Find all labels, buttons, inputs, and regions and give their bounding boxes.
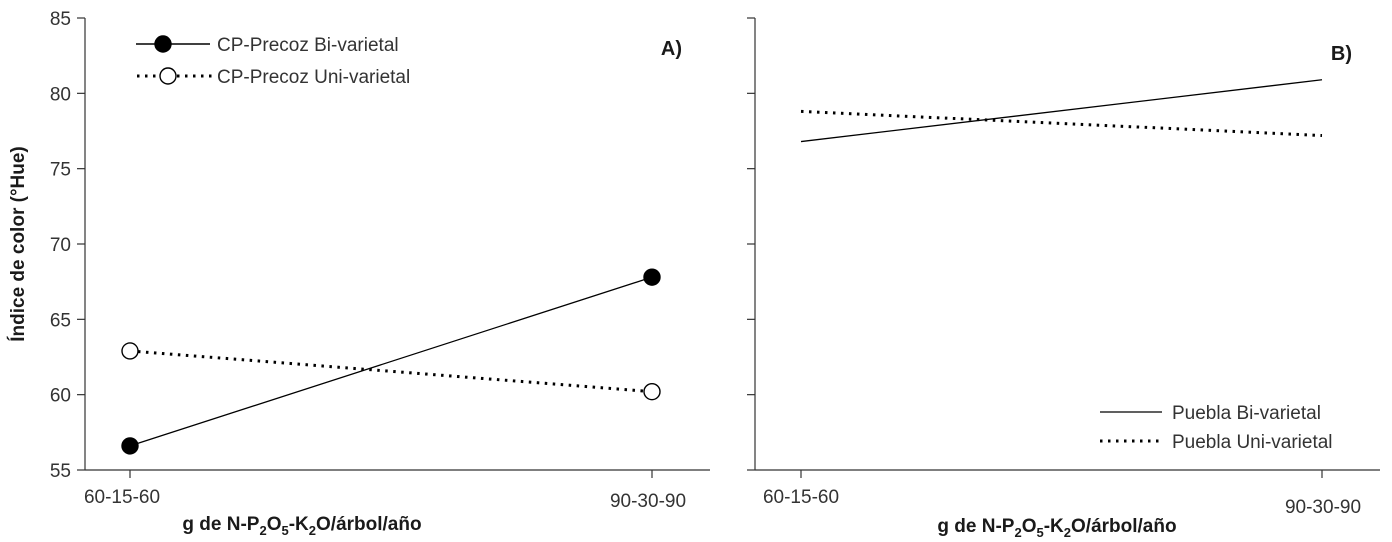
panel-a-y-axis-title: Índice de color (°Hue) <box>7 146 29 342</box>
b-x-tick-label-0: 60-15-60 <box>763 487 839 508</box>
xlabel-a-prefix: g de N-P <box>182 514 259 535</box>
panel-a-label: A) <box>661 38 682 60</box>
panel-a-x-ticks: 60-15-60 90-30-90 <box>84 470 686 512</box>
b-x-tick-label-1: 90-30-90 <box>1285 497 1361 518</box>
a-x-tick-label-0: 60-15-60 <box>84 487 160 508</box>
a-series-1-point-1 <box>643 382 661 401</box>
xlabel-b-sub2: 5 <box>1036 525 1043 540</box>
panel-a: 55 60 65 70 75 80 85 60-15-60 90-30-90 A) Índic… <box>7 9 710 538</box>
a-series-0-point-1 <box>643 268 661 286</box>
panel-b-x-axis-title: g de N-P2O5-K2O/árbol/año <box>937 516 1176 540</box>
panel-b-series <box>800 79 1323 143</box>
xlabel-b-mid1: O <box>1022 516 1037 537</box>
xlabel-a-sub1: 2 <box>259 523 266 538</box>
panel-b-legend: Puebla Bi-varietal Puebla Uni-varietal <box>1100 403 1333 453</box>
a-series-1-point-0 <box>121 342 139 360</box>
a-x-tick-label-1: 90-30-90 <box>610 491 686 512</box>
xlabel-a-mid2: -K <box>289 514 309 535</box>
xlabel-b-mid2: -K <box>1044 516 1064 537</box>
legend-a-label-uni: CP-Precoz Uni-varietal <box>217 67 410 88</box>
xlabel-a-sub3: 2 <box>309 523 316 538</box>
xlabel-a-suffix: O/árbol/año <box>316 514 422 535</box>
xlabel-b-sub3: 2 <box>1064 525 1071 540</box>
a-y-tick-label-4: 75 <box>50 160 71 181</box>
panel-b-y-ticks <box>747 17 755 471</box>
panel-b-x-ticks: 60-15-60 90-30-90 <box>763 470 1361 518</box>
panel-a-series <box>121 268 661 455</box>
panel-a-y-ticks: 55 60 65 70 75 80 85 <box>50 9 85 482</box>
a-y-tick-label-1: 60 <box>50 386 71 407</box>
a-y-tick-label-2: 65 <box>50 310 71 331</box>
legend-a-marker-uni <box>159 67 177 85</box>
xlabel-b-suffix: O/árbol/año <box>1071 516 1177 537</box>
legend-b-label-bi: Puebla Bi-varietal <box>1172 403 1321 424</box>
panel-b: 60-15-60 90-30-90 B) g de N-P2O5-K2O/árbo… <box>747 17 1380 540</box>
b-series-0-line <box>800 79 1323 143</box>
a-y-tick-label-0: 55 <box>50 461 71 482</box>
a-y-tick-label-5: 80 <box>50 84 71 105</box>
a-series-0-point-0 <box>121 437 139 455</box>
a-y-tick-label-6: 85 <box>50 9 71 30</box>
xlabel-a-sub2: 5 <box>281 523 288 538</box>
legend-a-label-bi: CP-Precoz Bi-varietal <box>217 35 399 56</box>
a-series-0-line <box>129 276 653 447</box>
a-y-tick-label-3: 70 <box>50 235 71 256</box>
xlabel-b-prefix: g de N-P <box>937 516 1014 537</box>
legend-a-marker-bi <box>154 35 172 53</box>
panel-a-x-axis-title: g de N-P2O5-K2O/árbol/año <box>182 514 421 538</box>
panel-a-legend: CP-Precoz Bi-varietal CP-Precoz Uni-vari… <box>136 35 410 88</box>
panel-b-label: B) <box>1331 43 1352 65</box>
legend-b-label-uni: Puebla Uni-varietal <box>1172 432 1333 453</box>
xlabel-a-mid1: O <box>267 514 282 535</box>
a-series-1-line <box>129 349 653 394</box>
xlabel-b-sub1: 2 <box>1014 525 1021 540</box>
